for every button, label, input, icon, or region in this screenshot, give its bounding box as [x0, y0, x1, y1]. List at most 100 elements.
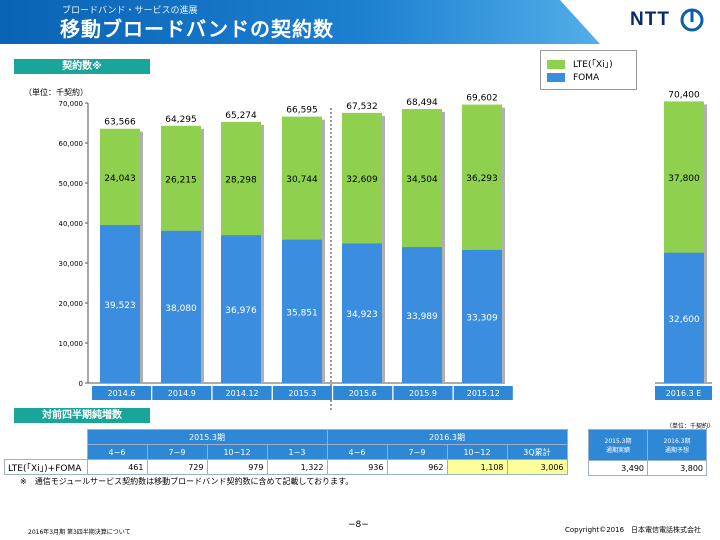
x-tick-label: 2015.12	[467, 389, 500, 398]
bar-foma	[282, 239, 322, 383]
x-category-box	[92, 386, 151, 400]
bar-lte	[161, 125, 201, 231]
table-cell: 1,322	[266, 459, 328, 475]
x-category-box	[212, 386, 272, 400]
bar-label-lte: 37,800	[668, 174, 700, 184]
bar-foma	[161, 230, 201, 383]
period-header: 3Q累計	[506, 444, 568, 460]
bar-label-foma: 33,309	[466, 313, 498, 323]
table-cell-highlight: 3,006	[506, 459, 568, 475]
bar-label-foma: 38,080	[165, 304, 197, 314]
bar-lte	[402, 109, 442, 248]
x-tick-label: 2015.9	[409, 389, 437, 398]
table-row: LTE(「Xi」)+FOMA 461 729 979 1,322 936 962…	[4, 459, 568, 475]
forecast-value: 3,800	[647, 460, 707, 476]
bar-label-lte: 28,298	[225, 176, 257, 186]
bar-lte	[664, 101, 704, 253]
page-number: −8−	[348, 520, 369, 530]
bar-total-label: 64,295	[165, 115, 197, 125]
table-row: 3,490 3,800	[588, 460, 707, 476]
fy2016-header: 2016.3期	[326, 429, 568, 445]
page-title: 移動ブロードバンドの契約数	[60, 17, 334, 41]
x-category-box	[453, 386, 513, 400]
footnote: ※ 通信モジュールサービス契約数は移動ブロードバンド契約数に含めて記載しておりま…	[20, 477, 354, 486]
period-header: 10−12	[206, 444, 268, 460]
x-tick-label: 2014.9	[168, 389, 196, 398]
bar-foma	[221, 235, 261, 383]
period-header: 7−9	[146, 444, 208, 460]
bar-total-label: 66,595	[286, 106, 318, 116]
x-category-box	[272, 386, 332, 400]
table-units: （単位：千契約）	[666, 423, 715, 430]
legend-swatch-foma	[547, 73, 565, 82]
period-header: 1−3	[266, 444, 328, 460]
fy2015-header: 2015.3期	[86, 429, 328, 445]
x-tick-label: 2015.6	[349, 389, 377, 398]
legend-label-foma: FOMA	[573, 73, 600, 83]
x-tick-label: 2014.12	[226, 389, 259, 398]
table-corner	[5, 430, 88, 460]
legend-item-lte: LTE(「Xi」)	[547, 57, 613, 70]
bar-lte	[462, 104, 502, 250]
section-contracts-label: 契約数※	[14, 59, 150, 74]
y-tick-label: 30,000	[59, 260, 84, 268]
y-tick-label: 20,000	[59, 300, 84, 308]
contracts-bar-chart: 0 10,000 20,000 30,000 40,000 50,000 60,000 70,…	[59, 90, 712, 410]
bar-foma	[402, 247, 442, 383]
x-category-box	[655, 386, 712, 400]
bar-total-label: 70,400	[668, 90, 700, 100]
chart-units: （単位：千契約）	[24, 88, 88, 97]
y-tick-label: 60,000	[59, 140, 84, 148]
y-tick-label: 0	[79, 380, 83, 388]
legend-swatch-lte	[547, 60, 565, 69]
y-tick-label: 50,000	[59, 180, 84, 188]
bar-label-lte: 30,744	[286, 175, 318, 185]
bar-label-foma: 33,989	[406, 312, 438, 322]
footer-doc-title: 2016年3月期 第3四半期決算について	[28, 529, 131, 536]
legend-item-foma: FOMA	[547, 73, 599, 83]
bar-label-lte: 36,293	[466, 174, 498, 184]
table-cell: 962	[386, 459, 448, 475]
x-category-box	[393, 386, 453, 400]
bar-label-foma: 36,976	[225, 306, 257, 316]
y-tick-label: 40,000	[59, 220, 84, 228]
period-header: 7−9	[386, 444, 448, 460]
section-net-adds-label: 対前四半期純増数	[14, 408, 150, 423]
forecast-header: 2016.3期 通期予想	[647, 429, 707, 461]
bar-label-lte: 24,043	[104, 174, 136, 184]
period-header: 10−12	[446, 444, 508, 460]
chart-legend: LTE(「Xi」) FOMA	[540, 50, 637, 90]
bar-lte	[282, 116, 322, 240]
y-tick-label: 70,000	[59, 100, 84, 108]
bar-label-lte: 26,215	[165, 175, 197, 185]
bar-label-lte: 34,504	[406, 175, 438, 185]
bar-total-label: 65,274	[225, 111, 257, 121]
bar-label-lte: 32,609	[346, 175, 378, 185]
x-tick-label: 2014.6	[108, 389, 136, 398]
bar-total-label: 69,602	[466, 94, 498, 104]
row-label: LTE(「Xi」)+FOMA	[4, 459, 88, 475]
header-banner	[0, 0, 600, 44]
copyright: Copyright©2016 日本電信電話株式会社	[565, 526, 702, 534]
x-category-box	[333, 386, 393, 400]
bar-total-label: 68,494	[406, 98, 438, 108]
bar-total-label: 67,532	[346, 102, 378, 112]
table-cell: 729	[146, 459, 208, 475]
bar-foma	[100, 224, 140, 383]
x-category-box	[152, 386, 212, 400]
period-header: 4−6	[86, 444, 148, 460]
actual-header: 2015.3期 通期実績	[588, 429, 648, 461]
bar-foma	[342, 243, 382, 383]
bar-label-foma: 39,523	[104, 301, 136, 311]
table-cell: 461	[86, 459, 148, 475]
ntt-logo-mark-icon	[680, 8, 704, 32]
table-cell-highlight: 1,108	[446, 459, 508, 475]
bar-foma	[664, 252, 704, 383]
header-subtitle: ブロードバンド・サービスの進展	[62, 6, 198, 16]
annual-table: 2015.3期 通期実績 2016.3期 通期予想 3,490 3,800	[588, 429, 707, 476]
bar-foma	[462, 249, 502, 383]
actual-value: 3,490	[588, 460, 648, 476]
period-header: 4−6	[326, 444, 388, 460]
bar-label-foma: 35,851	[286, 308, 318, 318]
bar-label-foma: 32,600	[668, 315, 700, 325]
